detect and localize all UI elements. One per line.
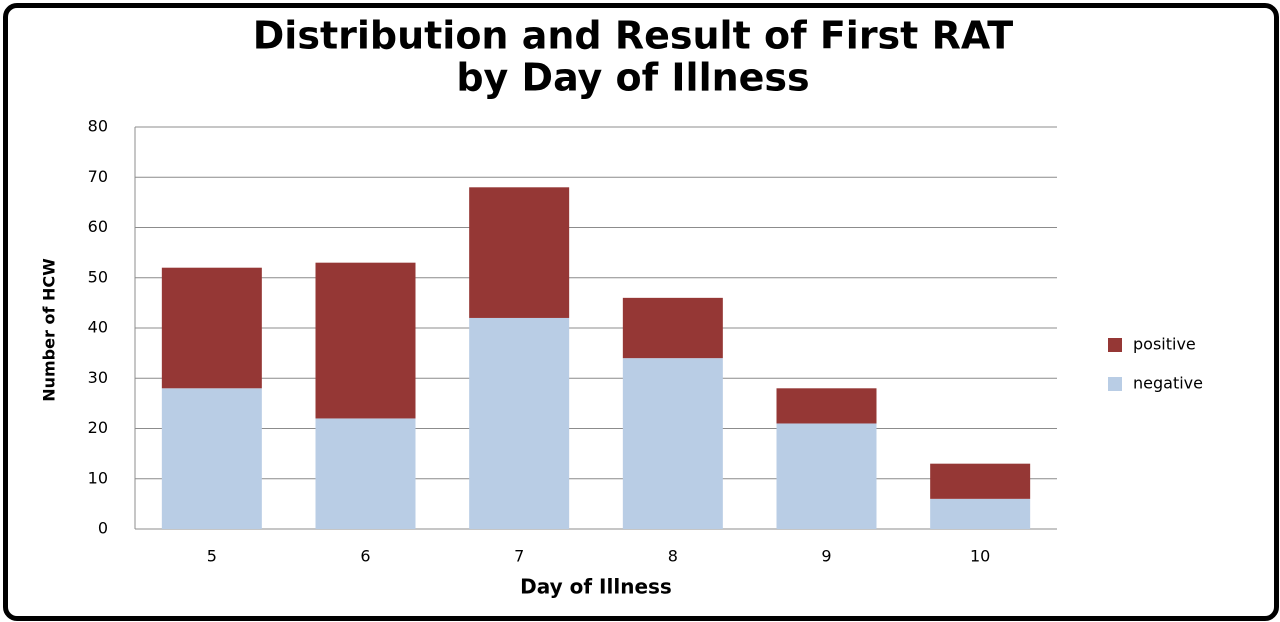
legend-label: positive [1133, 335, 1196, 354]
bar-segment [622, 297, 723, 359]
y-tick-label: 60 [88, 217, 108, 236]
legend-swatch [1108, 377, 1122, 391]
y-tick-label: 80 [88, 117, 108, 136]
bar-segment [315, 418, 416, 529]
bar-segment [776, 388, 877, 424]
y-tick-label: 40 [88, 318, 108, 337]
y-tick-label: 70 [88, 167, 108, 186]
y-tick-label: 30 [88, 368, 108, 387]
y-tick-label: 0 [98, 519, 108, 538]
bar-segment [930, 498, 1031, 529]
x-tick-label: 9 [821, 547, 831, 566]
x-tick-label: 8 [668, 547, 678, 566]
chart-title: Distribution and Result of First RAT [253, 14, 1014, 58]
bar-segment [469, 317, 570, 529]
x-tick-label: 6 [360, 547, 370, 566]
frame [3, 3, 1279, 621]
x-axis-label: Day of Illness [520, 575, 672, 599]
y-axis-label: Number of HCW [40, 258, 59, 402]
bar-segment [622, 358, 723, 529]
bar-segment [776, 423, 877, 529]
x-tick-label: 10 [970, 547, 990, 566]
x-tick-label: 5 [207, 547, 217, 566]
legend-label: negative [1133, 374, 1203, 393]
y-tick-label: 20 [88, 418, 108, 437]
x-tick-label: 7 [514, 547, 524, 566]
y-tick-label: 10 [88, 468, 108, 487]
y-tick-label: 50 [88, 267, 108, 286]
chart-title: by Day of Illness [456, 56, 809, 100]
legend-swatch [1108, 338, 1122, 352]
bar-segment [469, 187, 570, 318]
bar-segment [161, 267, 262, 389]
bar-segment [315, 262, 416, 419]
bar-segment [930, 463, 1031, 499]
bar-segment [161, 388, 262, 529]
